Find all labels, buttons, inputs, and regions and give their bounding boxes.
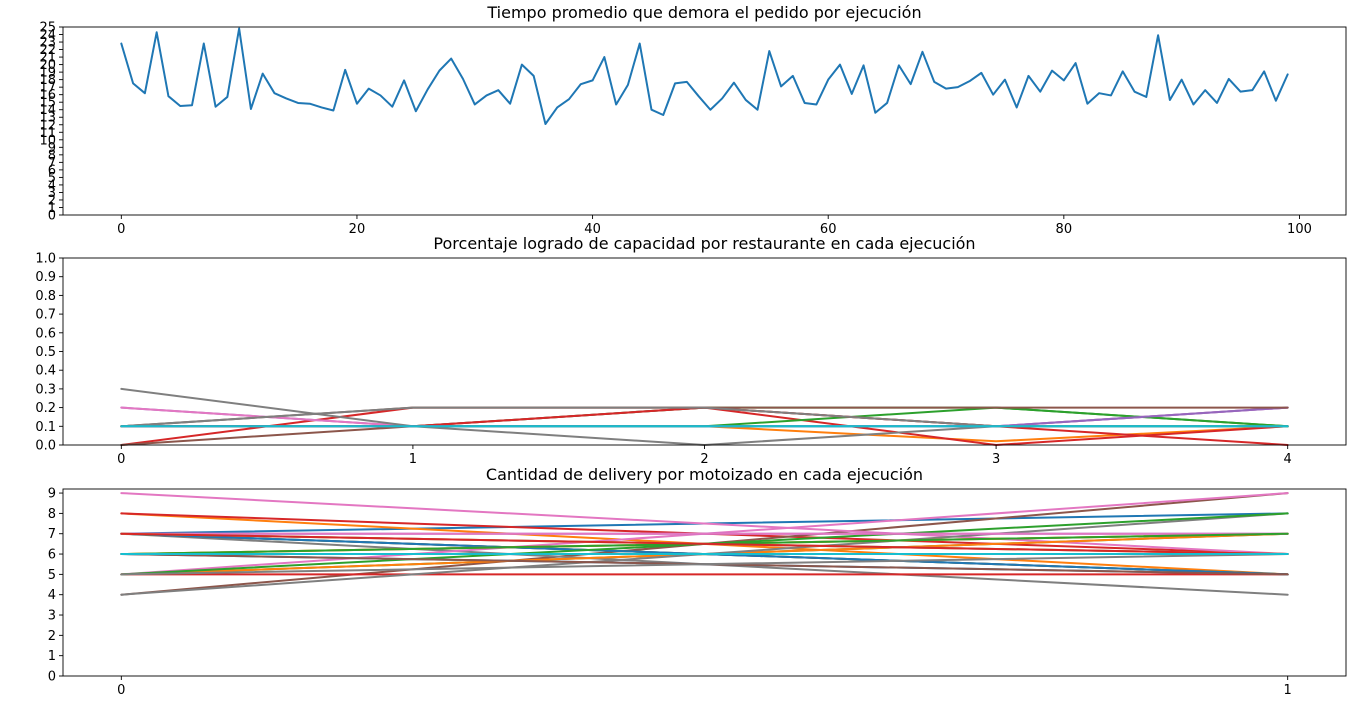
y-tick-label: 0 (48, 670, 56, 685)
y-tick-label: 0.6 (35, 326, 56, 341)
y-tick-label: 4 (48, 178, 56, 193)
y-tick-label: 0.5 (35, 345, 56, 360)
y-tick-label: 0.3 (35, 382, 56, 397)
series-line-27 (120, 553, 1289, 576)
y-tick-label: 0 (48, 209, 56, 224)
y-tick-label: 18 (39, 73, 56, 88)
y-tick-label: 0.7 (35, 308, 56, 323)
y-tick-label: 2 (48, 629, 56, 644)
y-tick-label: 8 (48, 148, 56, 163)
y-tick-label: 1 (48, 201, 56, 216)
y-tick-label: 24 (39, 28, 56, 43)
y-tick-label: 23 (39, 36, 56, 51)
y-tick-label: 14 (39, 103, 56, 118)
x-tick-label: 80 (1056, 222, 1073, 237)
x-tick-label: 0 (117, 222, 125, 237)
y-tick-label: 20 (39, 58, 56, 73)
y-tick-label: 5 (48, 568, 56, 583)
y-tick-label: 25 (39, 21, 56, 36)
chart-title: Cantidad de delivery por motoizado en ca… (486, 465, 923, 484)
x-tick-label: 60 (820, 222, 837, 237)
x-tick-label: 40 (584, 222, 601, 237)
series-line-0 (120, 27, 1289, 126)
y-tick-label: 5 (48, 171, 56, 186)
y-tick-label: 1.0 (35, 252, 56, 267)
y-tick-label: 0.8 (35, 289, 56, 304)
y-tick-label: 22 (39, 43, 56, 58)
y-tick-label: 11 (39, 126, 56, 141)
y-tick-label: 17 (39, 81, 56, 96)
y-tick-label: 0.1 (35, 420, 56, 435)
x-tick-label: 1 (1284, 683, 1292, 698)
y-tick-label: 2 (48, 193, 56, 208)
x-tick-label: 2 (700, 452, 708, 467)
y-tick-label: 15 (39, 96, 56, 111)
chart-porcentaje-capacidad: Porcentaje logrado de capacidad por rest… (35, 234, 1347, 467)
x-tick-label: 4 (1284, 452, 1292, 467)
y-tick-label: 10 (39, 133, 56, 148)
y-tick-label: 9 (48, 141, 56, 156)
plot-frame (62, 26, 1347, 216)
chart-tiempo-promedio: Tiempo promedio que demora el pedido por… (39, 3, 1347, 237)
x-tick-label: 3 (992, 452, 1000, 467)
y-tick-label: 12 (39, 118, 56, 133)
y-tick-label: 9 (48, 487, 56, 502)
y-tick-label: 0.4 (35, 364, 56, 379)
x-tick-label: 100 (1287, 222, 1312, 237)
chart-title: Tiempo promedio que demora el pedido por… (486, 3, 921, 22)
y-tick-label: 8 (48, 507, 56, 522)
y-tick-label: 16 (39, 88, 56, 103)
y-tick-label: 1 (48, 649, 56, 664)
chart-cantidad-delivery: Cantidad de delivery por motoizado en ca… (48, 465, 1347, 698)
series-line-6 (120, 492, 1289, 556)
x-tick-label: 20 (349, 222, 366, 237)
y-tick-label: 6 (48, 163, 56, 178)
y-tick-label: 3 (48, 186, 56, 201)
y-tick-label: 0.2 (35, 401, 56, 416)
y-tick-label: 3 (48, 609, 56, 624)
y-tick-label: 4 (48, 588, 56, 603)
y-tick-label: 0.9 (35, 270, 56, 285)
plot-frame (62, 488, 1347, 677)
x-tick-label: 1 (409, 452, 417, 467)
y-tick-label: 0.0 (35, 439, 56, 454)
x-tick-label: 0 (117, 683, 125, 698)
y-tick-label: 7 (48, 527, 56, 542)
chart-title: Porcentaje logrado de capacidad por rest… (433, 234, 975, 253)
y-tick-label: 6 (48, 548, 56, 563)
y-tick-label: 19 (39, 66, 56, 81)
y-tick-label: 21 (39, 51, 56, 66)
series-line-31 (120, 532, 1289, 556)
y-tick-label: 7 (48, 156, 56, 171)
y-tick-label: 13 (39, 111, 56, 126)
x-tick-label: 0 (117, 452, 125, 467)
